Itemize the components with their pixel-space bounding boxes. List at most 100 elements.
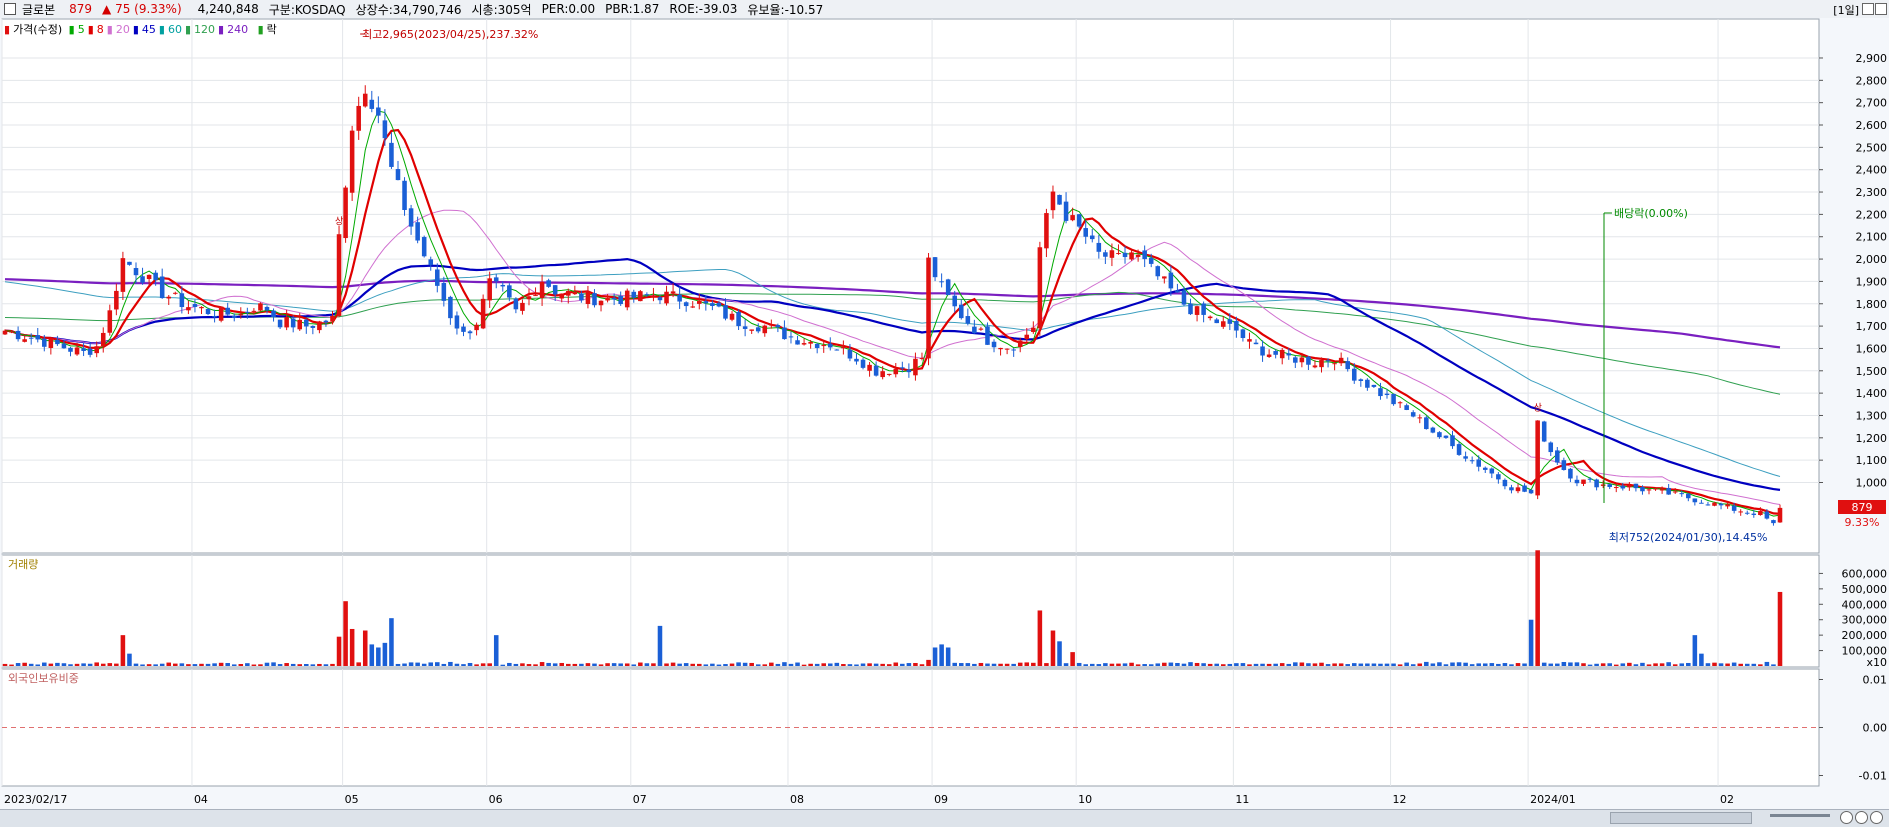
volume-bar bbox=[1017, 662, 1023, 666]
volume-bar bbox=[755, 664, 761, 666]
candle-body bbox=[1024, 334, 1030, 340]
volume-bar bbox=[919, 664, 925, 666]
restore-icon[interactable] bbox=[1862, 3, 1874, 15]
candle-body bbox=[173, 292, 178, 294]
x-tick-label: 12 bbox=[1393, 793, 1407, 806]
volume-bar bbox=[900, 663, 905, 666]
zoom-slider[interactable] bbox=[1770, 814, 1830, 817]
candle-body bbox=[1083, 228, 1088, 237]
volume-bar bbox=[579, 663, 584, 666]
candle-body bbox=[493, 277, 499, 282]
pane-2-frame bbox=[1, 554, 1820, 668]
volume-bar bbox=[867, 663, 872, 666]
candle-body bbox=[100, 332, 106, 347]
candle-body bbox=[697, 300, 702, 304]
volume-bar bbox=[1679, 663, 1685, 666]
volume-bar bbox=[1031, 662, 1036, 666]
volume-bar bbox=[644, 663, 650, 666]
candle-body bbox=[847, 349, 853, 359]
volume-bar bbox=[212, 663, 217, 666]
ma-legend-label: 8 bbox=[96, 23, 104, 36]
volume-bar bbox=[408, 662, 414, 666]
ma-legend: ▮ 5 ▮ 8 ▮ 20 ▮ 45 ▮ 60 ▮ 120 ▮ 240 bbox=[69, 23, 251, 36]
candle-body bbox=[1764, 511, 1770, 519]
candle-body bbox=[710, 303, 715, 306]
stock-chart[interactable]: 2023/02/17 04 05 06 07 08 09 10 11 12 2024/01 02 1,0… bbox=[0, 18, 1889, 808]
volume-bar bbox=[1004, 663, 1010, 666]
candle-body bbox=[1456, 444, 1462, 455]
volume-bar bbox=[1332, 663, 1337, 666]
volume-bar bbox=[1744, 663, 1750, 666]
volume-bar bbox=[1541, 662, 1547, 666]
candle-body bbox=[1692, 498, 1698, 503]
candle-body bbox=[68, 347, 73, 352]
market-type: 구분:KOSDAQ bbox=[268, 2, 346, 17]
volume-bar bbox=[1613, 664, 1619, 666]
volume-bar bbox=[310, 664, 316, 666]
volume-bar bbox=[258, 664, 263, 666]
candle-body bbox=[860, 359, 866, 368]
volume-bar bbox=[120, 635, 126, 666]
candle-body bbox=[389, 142, 394, 167]
candle-body bbox=[435, 269, 440, 286]
zoom-in-icon[interactable] bbox=[1855, 811, 1868, 824]
volume-bar bbox=[87, 663, 93, 666]
volume-bar bbox=[2, 663, 8, 666]
candle-body bbox=[186, 307, 191, 311]
candle-body bbox=[408, 208, 414, 227]
candle-body bbox=[782, 327, 787, 340]
candle-body bbox=[873, 365, 879, 376]
candle-body bbox=[218, 306, 224, 321]
candle-body bbox=[1561, 460, 1567, 471]
volume-bar bbox=[1214, 663, 1219, 666]
volume-bar bbox=[1384, 663, 1390, 666]
candle-body bbox=[1148, 257, 1154, 264]
volume-tick-label: 500,000 bbox=[1842, 583, 1888, 596]
volume-bar bbox=[1502, 663, 1508, 666]
close-icon[interactable] bbox=[1875, 3, 1887, 15]
candle-body bbox=[821, 345, 827, 347]
volume-bar bbox=[1672, 664, 1678, 666]
volume-bar bbox=[828, 663, 833, 666]
candle-body bbox=[618, 295, 623, 305]
candle-body bbox=[651, 295, 656, 298]
price-tick-label: 1,900 bbox=[1856, 275, 1888, 288]
candle-body bbox=[114, 290, 119, 310]
zoom-out-icon[interactable] bbox=[1840, 811, 1853, 824]
period-selector[interactable]: [1일] bbox=[1833, 4, 1859, 17]
candle-body bbox=[755, 327, 761, 332]
volume-bar bbox=[651, 663, 656, 666]
volume-bar bbox=[1659, 663, 1665, 666]
volume-bar bbox=[1155, 663, 1161, 666]
volume-bar bbox=[493, 635, 499, 666]
volume-bar bbox=[1424, 661, 1429, 666]
candle-body bbox=[153, 272, 158, 281]
candle-body bbox=[317, 321, 322, 331]
horizontal-scrollbar[interactable] bbox=[1610, 812, 1752, 824]
select-checkbox[interactable] bbox=[4, 3, 16, 15]
candle-body bbox=[1410, 412, 1416, 417]
volume-bar bbox=[546, 662, 551, 666]
candle-body bbox=[1332, 363, 1337, 365]
volume-bar bbox=[1450, 662, 1455, 666]
candle-body bbox=[376, 107, 381, 116]
candle-body bbox=[166, 296, 172, 299]
candle-body bbox=[978, 328, 984, 330]
ma-240-line bbox=[4, 278, 1781, 349]
candle-body bbox=[579, 293, 584, 301]
zoom-reset-icon[interactable] bbox=[1870, 811, 1883, 824]
candle-body bbox=[1640, 487, 1645, 492]
candle-body bbox=[205, 308, 211, 315]
candle-body bbox=[264, 306, 270, 311]
volume-bar bbox=[1358, 663, 1364, 666]
candle-body bbox=[1194, 306, 1200, 315]
volume-bar bbox=[539, 662, 545, 666]
volume-tick-label: 400,000 bbox=[1842, 598, 1888, 611]
volume-bar bbox=[474, 664, 479, 666]
candle-body bbox=[1731, 505, 1737, 511]
volume-bar bbox=[1489, 663, 1495, 666]
candle-body bbox=[1142, 250, 1147, 260]
ma-legend-swatch: ▮ bbox=[68, 23, 75, 36]
ma-legend-swatch: ▮ bbox=[158, 23, 165, 36]
candle-body bbox=[1286, 353, 1292, 356]
